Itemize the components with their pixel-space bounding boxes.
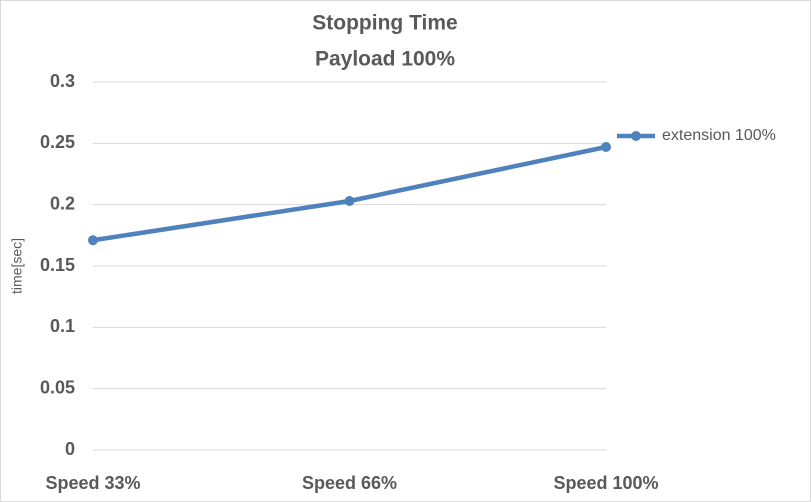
x-tick-label: Speed 66% (302, 473, 397, 493)
data-point (601, 142, 611, 153)
y-tick-label: 0.25 (40, 132, 75, 152)
y-tick-label: 0.05 (40, 377, 75, 397)
chart-title: Stopping Time (312, 12, 457, 35)
y-tick-label: 0.2 (50, 193, 75, 213)
x-tick-label: Speed 33% (45, 473, 140, 493)
data-point (88, 235, 98, 246)
chart-subtitle: Payload 100% (315, 48, 455, 71)
y-tick-label: 0.3 (50, 71, 75, 91)
x-tick-label: Speed 100% (553, 473, 658, 493)
legend-marker (631, 131, 641, 141)
y-tick-label: 0.15 (40, 255, 75, 275)
data-point (344, 195, 355, 206)
legend-label: extension 100% (662, 127, 776, 144)
y-tick-label: 0 (65, 439, 75, 459)
y-axis-label: time[sec] (9, 238, 25, 294)
y-tick-label: 0.1 (50, 316, 75, 336)
